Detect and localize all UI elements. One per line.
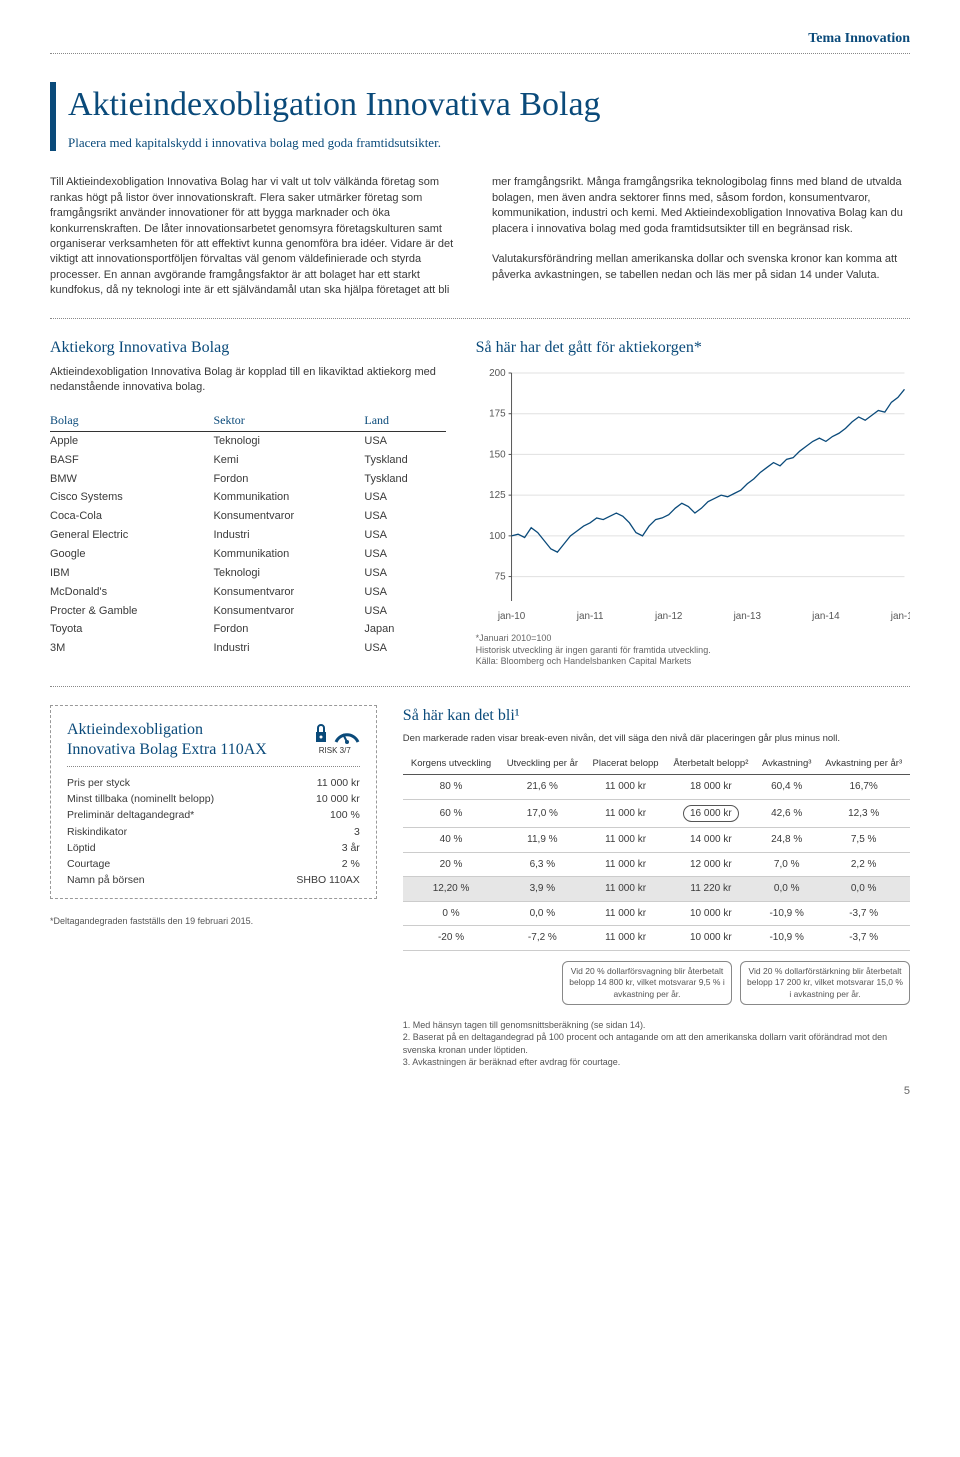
scenario-table: Korgens utvecklingUtveckling per årPlace… xyxy=(403,754,910,951)
scenario-section: Så här kan det bli¹ Den markerade raden … xyxy=(403,705,910,1068)
table-row: 0 %0,0 %11 000 kr10 000 kr-10,9 %-3,7 % xyxy=(403,901,910,926)
table-row: Namn på börsenSHBO 110AX xyxy=(67,872,360,888)
product-footnote: *Deltagandegraden fastställs den 19 febr… xyxy=(50,915,377,927)
chart-title: Så här har det gått för aktiekorgen* xyxy=(476,337,910,359)
product-table: Pris per styck11 000 krMinst tillbaka (n… xyxy=(67,775,360,888)
chart-section: Så här har det gått för aktiekorgen* 75 1… xyxy=(476,337,910,668)
svg-text:jan-10: jan-10 xyxy=(496,611,525,622)
table-row: General ElectricIndustriUSA xyxy=(50,526,446,545)
table-row: Minst tillbaka (nominellt belopp)10 000 … xyxy=(67,791,360,807)
intro-columns: Till Aktieindexobligation Innovativa Bol… xyxy=(50,175,910,298)
svg-text:200: 200 xyxy=(489,368,506,379)
circled-value: 16 000 kr xyxy=(683,805,739,823)
risk-badge: RISK 3/7 xyxy=(310,720,360,757)
table-row: 12,20 %3,9 %11 000 kr11 220 kr0,0 %0,0 % xyxy=(403,877,910,902)
svg-text:100: 100 xyxy=(489,531,506,542)
table-row: Preliminär deltagandegrad*100 % xyxy=(67,807,360,823)
scenario-notes: 1. Med hänsyn tagen till genomsnittsberä… xyxy=(403,1019,910,1068)
table-header: Återbetalt belopp² xyxy=(666,754,756,775)
svg-text:jan-15: jan-15 xyxy=(889,611,910,622)
divider xyxy=(50,318,910,319)
table-header: Korgens utveckling xyxy=(403,754,499,775)
table-row: 20 %6,3 %11 000 kr12 000 kr7,0 %2,2 % xyxy=(403,852,910,877)
table-row: Courtage2 % xyxy=(67,856,360,872)
scenario-title: Så här kan det bli¹ xyxy=(403,705,910,727)
table-header: Land xyxy=(364,409,445,432)
table-row: McDonald'sKonsumentvarorUSA xyxy=(50,583,446,602)
performance-chart: 75 100 125 150 175 200 jan-10 jan-11 jan-12 jan-1… xyxy=(476,365,910,625)
intro-right: mer framgångsrikt. Många framgångsrika t… xyxy=(492,175,910,283)
table-row: Procter & GambleKonsumentvarorUSA xyxy=(50,602,446,621)
callouts: Vid 20 % dollarförsvagning blir återbeta… xyxy=(403,961,910,1005)
callout-strong: Vid 20 % dollarförstärkning blir återbet… xyxy=(740,961,910,1005)
intro-left: Till Aktieindexobligation Innovativa Bol… xyxy=(50,175,468,298)
svg-text:jan-14: jan-14 xyxy=(811,611,840,622)
product-box: Aktieindexobligation Innovativa Bolag Ex… xyxy=(50,705,377,899)
table-row: 40 %11,9 %11 000 kr14 000 kr24,8 %7,5 % xyxy=(403,828,910,853)
table-row: AppleTeknologiUSA xyxy=(50,431,446,450)
table-header: Bolag xyxy=(50,409,213,432)
header-tag: Tema Innovation xyxy=(808,31,910,46)
svg-text:150: 150 xyxy=(489,449,506,460)
risk-label: RISK 3/7 xyxy=(319,746,351,755)
svg-text:175: 175 xyxy=(489,409,506,420)
table-header: Utveckling per år xyxy=(499,754,585,775)
table-row: BASFKemiTyskland xyxy=(50,451,446,470)
table-row: 60 %17,0 %11 000 kr16 000 kr42,6 %12,3 % xyxy=(403,799,910,828)
table-row: GoogleKommunikationUSA xyxy=(50,545,446,564)
table-header: Avkastning³ xyxy=(756,754,817,775)
company-table: BolagSektorLand AppleTeknologiUSABASFKem… xyxy=(50,409,446,658)
basket-section: Aktiekorg Innovativa Bolag Aktieindexobl… xyxy=(50,337,446,668)
chart-footnote: *Januari 2010=100 Historisk utveckling ä… xyxy=(476,633,910,668)
table-row: 3MIndustriUSA xyxy=(50,639,446,658)
page-number: 5 xyxy=(50,1084,910,1099)
basket-lead: Aktieindexobligation Innovativa Bolag är… xyxy=(50,365,446,395)
page-title: Aktieindexobligation Innovativa Bolag xyxy=(68,82,910,128)
product-name: Aktieindexobligation Innovativa Bolag Ex… xyxy=(67,720,267,760)
table-header: Placerat belopp xyxy=(585,754,665,775)
title-block: Aktieindexobligation Innovativa Bolag Pl… xyxy=(50,82,910,151)
callout-weak: Vid 20 % dollarförsvagning blir återbeta… xyxy=(562,961,732,1005)
table-row: Cisco SystemsKommunikationUSA xyxy=(50,488,446,507)
svg-text:75: 75 xyxy=(494,572,505,583)
table-row: Coca-ColaKonsumentvarorUSA xyxy=(50,507,446,526)
table-row: ToyotaFordonJapan xyxy=(50,620,446,639)
page-subtitle: Placera med kapitalskydd i innovativa bo… xyxy=(68,134,910,152)
svg-text:jan-12: jan-12 xyxy=(654,611,683,622)
scenario-lead: Den markerade raden visar break-even niv… xyxy=(403,733,910,746)
table-row: 80 %21,6 %11 000 kr18 000 kr60,4 %16,7% xyxy=(403,775,910,800)
svg-text:jan-13: jan-13 xyxy=(732,611,761,622)
divider xyxy=(50,686,910,687)
table-row: -20 %-7,2 %11 000 kr10 000 kr-10,9 %-3,7… xyxy=(403,926,910,951)
svg-text:jan-11: jan-11 xyxy=(575,611,603,622)
table-row: IBMTeknologiUSA xyxy=(50,564,446,583)
page-header: Tema Innovation xyxy=(50,30,910,54)
basket-title: Aktiekorg Innovativa Bolag xyxy=(50,337,446,359)
table-header: Sektor xyxy=(213,409,364,432)
table-header: Avkastning per år³ xyxy=(817,754,910,775)
lock-gauge-icon xyxy=(310,720,360,746)
table-row: Riskindikator3 xyxy=(67,824,360,840)
svg-text:125: 125 xyxy=(489,490,506,501)
table-row: Pris per styck11 000 kr xyxy=(67,775,360,791)
table-row: BMWFordonTyskland xyxy=(50,470,446,489)
table-row: Löptid3 år xyxy=(67,840,360,856)
